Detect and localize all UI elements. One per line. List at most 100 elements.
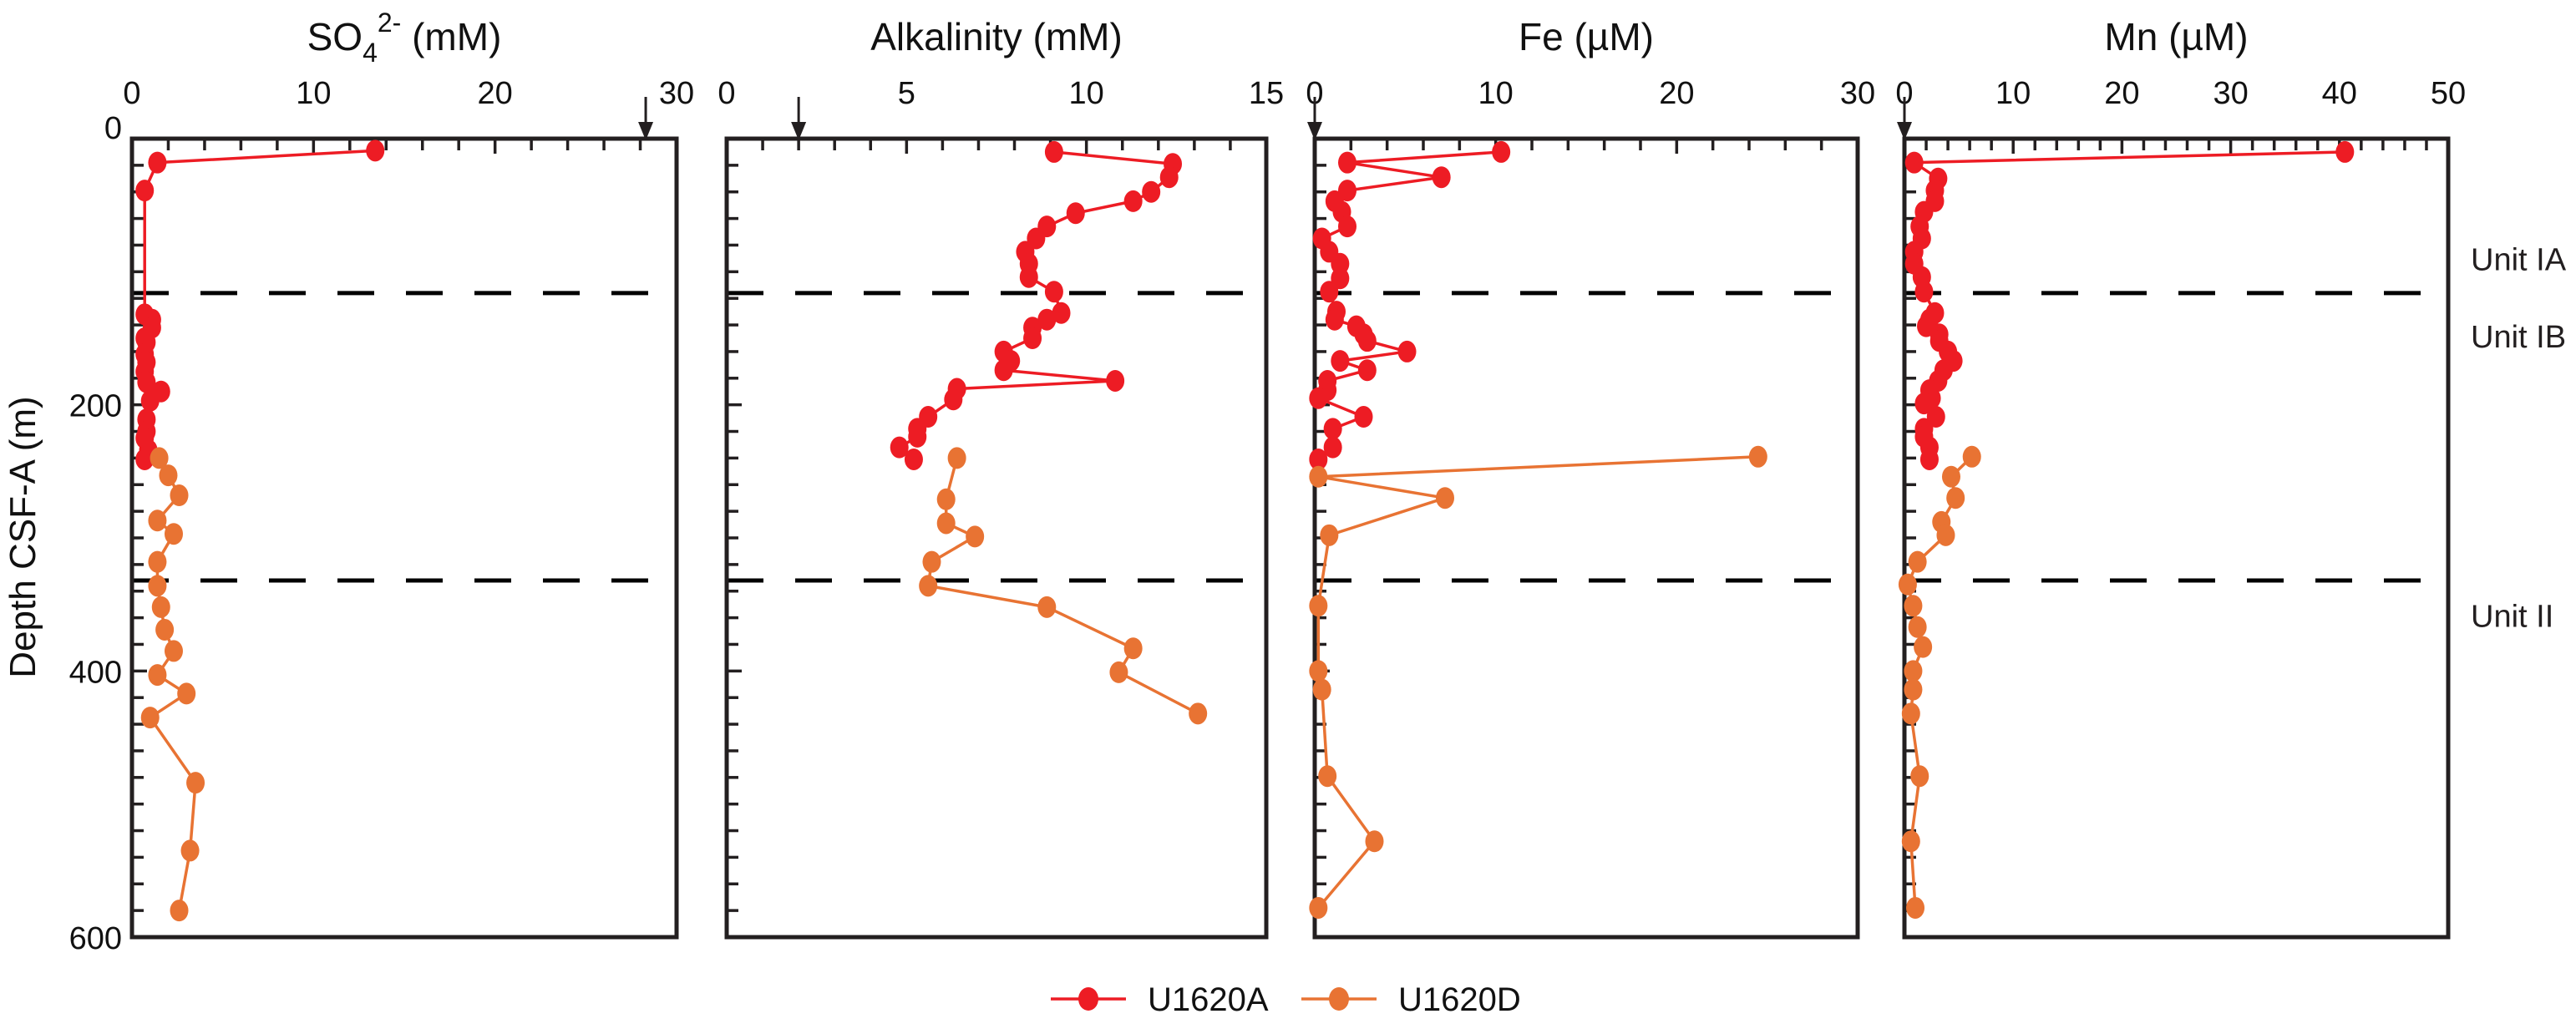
data-point <box>1309 448 1328 470</box>
data-point <box>159 464 178 487</box>
data-point <box>140 707 160 729</box>
y-tick-label: 400 <box>69 655 122 690</box>
series-line <box>148 457 197 911</box>
data-point <box>1044 281 1063 303</box>
data-point <box>1159 166 1179 189</box>
series-U1620D <box>1309 445 1767 919</box>
data-point <box>1908 616 1927 638</box>
x-tick-label: 30 <box>659 76 694 111</box>
data-point <box>135 448 155 470</box>
y-tick-label: 200 <box>69 389 122 424</box>
data-point <box>1914 393 1934 415</box>
data-point <box>936 512 956 535</box>
data-point <box>1919 448 1939 470</box>
data-point <box>1320 524 1339 546</box>
data-point <box>366 139 385 162</box>
data-point <box>922 550 941 573</box>
title-subscript: 4 <box>363 38 378 68</box>
data-point <box>1109 661 1128 683</box>
x-tick-label: 20 <box>1659 76 1694 111</box>
data-point <box>137 371 156 393</box>
data-point <box>148 575 167 597</box>
series-U1620A <box>890 140 1183 470</box>
data-point <box>1904 151 1924 174</box>
series-line <box>143 149 376 460</box>
data-point <box>1142 180 1161 203</box>
data-point <box>1309 465 1328 488</box>
data-point <box>1044 140 1063 163</box>
data-point <box>1338 215 1356 238</box>
legend-label: U1620D <box>1398 981 1521 1018</box>
title-unit: (mM) <box>401 15 501 58</box>
panel-2: Fe (µM) 0 10 20 30 <box>1306 15 1875 940</box>
data-point <box>1914 281 1934 303</box>
data-point <box>1436 487 1454 509</box>
x-tick-label: 5 <box>898 76 915 111</box>
title-base: SO <box>307 15 363 58</box>
x-tick-label: 15 <box>1249 76 1284 111</box>
data-point <box>1898 573 1917 596</box>
y-axis-label: Depth CSF-A (m) <box>3 396 43 677</box>
legend: U1620A U1620D <box>1051 981 1521 1018</box>
data-point <box>966 525 985 548</box>
data-point <box>1123 637 1143 660</box>
data-point <box>994 359 1013 382</box>
panel-title: Fe (µM) <box>1519 15 1654 58</box>
data-point <box>1904 595 1923 617</box>
series-U1620A <box>1904 140 2355 470</box>
x-tick-label: 10 <box>1069 76 1104 111</box>
data-point <box>1901 702 1920 725</box>
data-point <box>170 484 189 507</box>
x-tick-label: 0 <box>1895 76 1913 111</box>
data-point <box>1023 327 1042 349</box>
seawater-arrow-icon <box>1897 122 1912 140</box>
series-line <box>1316 455 1758 910</box>
data-point <box>1908 550 1927 573</box>
data-point <box>1946 487 1965 509</box>
series-U1620D <box>1898 445 1981 919</box>
data-point <box>1901 830 1920 853</box>
data-point <box>1941 465 1960 488</box>
data-point <box>1365 830 1384 853</box>
data-point <box>1748 445 1767 468</box>
data-point <box>1320 281 1339 303</box>
data-point <box>1962 445 1981 468</box>
data-point <box>1323 436 1342 459</box>
data-point <box>1357 359 1377 382</box>
x-tick-label: 40 <box>2322 76 2357 111</box>
data-point <box>180 839 200 862</box>
data-point <box>908 425 927 448</box>
x-tick-label: 50 <box>2431 76 2466 111</box>
data-point <box>140 389 160 412</box>
series-U1620A <box>135 139 385 470</box>
data-point <box>186 772 205 794</box>
x-tick-label: 30 <box>2213 76 2248 111</box>
data-point <box>1910 765 1929 788</box>
x-tick-label: 0 <box>123 76 140 111</box>
data-point <box>1492 140 1511 163</box>
data-point <box>148 151 167 174</box>
data-point <box>1309 660 1328 682</box>
data-point <box>947 447 966 469</box>
data-point <box>1357 330 1377 352</box>
series-U1620D <box>919 447 1208 725</box>
data-point <box>1432 166 1451 189</box>
data-point <box>164 523 183 545</box>
x-tick-label: 10 <box>296 76 331 111</box>
y-tick-label: 600 <box>69 921 122 956</box>
panel-3: Mn (µM) 0 10 20 30 40 50 <box>1895 15 2466 940</box>
data-point <box>1106 369 1125 392</box>
x-tick-label: 0 <box>718 76 735 111</box>
data-point <box>1904 678 1923 701</box>
data-point <box>1354 406 1373 428</box>
panel-1: Alkalinity (mM) 0 5 10 15 <box>718 15 1284 940</box>
data-point <box>155 618 175 641</box>
data-point <box>1066 202 1085 225</box>
data-point <box>1189 702 1208 725</box>
data-point <box>1037 596 1057 618</box>
series-U1620D <box>140 447 205 922</box>
unit-label: Unit IA <box>2471 242 2567 277</box>
plot-frame <box>1902 136 2451 940</box>
x-tick-label: 10 <box>1995 76 2031 111</box>
data-point <box>150 447 169 469</box>
